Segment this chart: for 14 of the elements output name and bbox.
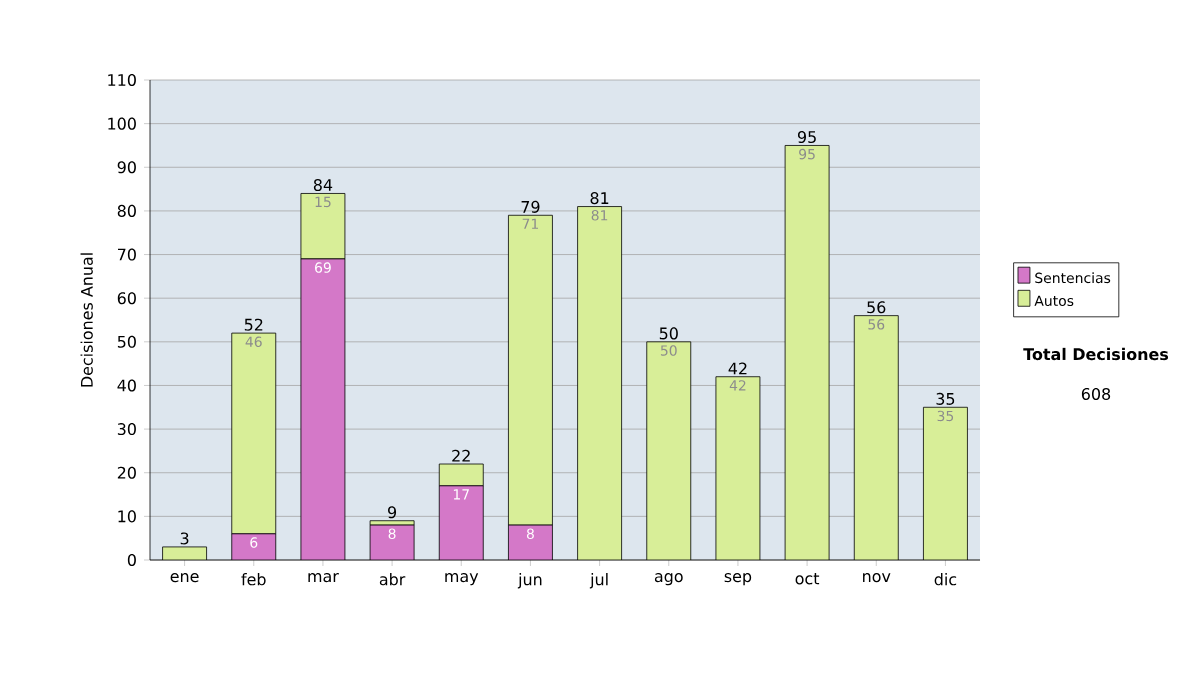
bar: [300, 193, 346, 260]
bar: [438, 463, 484, 487]
bar: [508, 214, 553, 526]
bar: [439, 485, 484, 560]
bar: [646, 341, 691, 560]
bar: [300, 258, 345, 560]
bar: [715, 376, 760, 560]
bar: [923, 406, 968, 560]
bar: [508, 524, 553, 560]
bar: [577, 206, 622, 560]
bar: [854, 315, 899, 560]
bar: [231, 332, 277, 535]
bar: [785, 145, 830, 560]
bar: [231, 533, 276, 560]
